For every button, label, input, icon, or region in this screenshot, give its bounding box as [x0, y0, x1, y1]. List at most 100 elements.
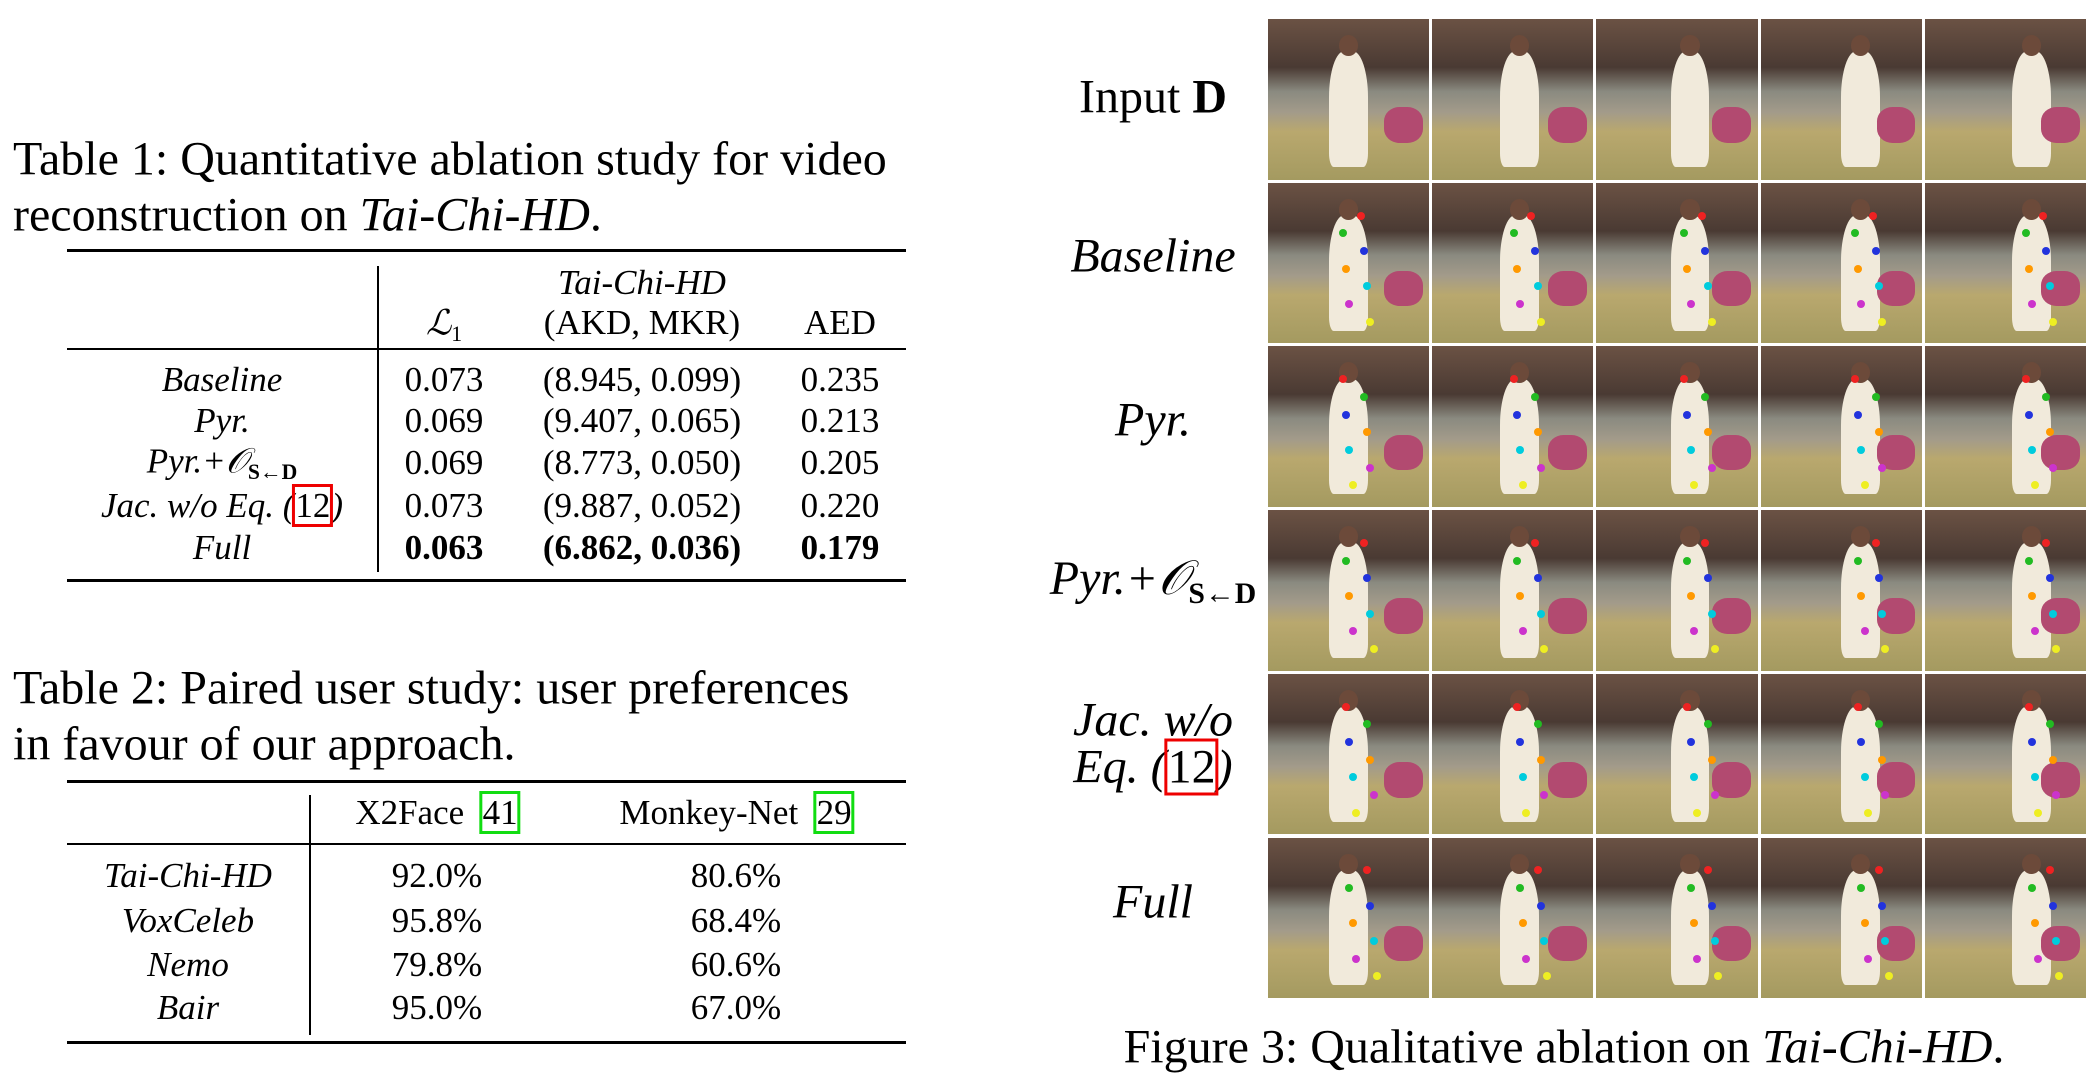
column-group: Tai-Chi-HD [558, 263, 726, 302]
cell: 0.179 [801, 528, 880, 568]
cell-value: (8.945, 0.099) [542, 360, 742, 399]
flowers [1548, 762, 1587, 798]
cell-value: 60.6% [690, 945, 782, 984]
subscript: 1 [451, 321, 463, 346]
keypoint [1871, 392, 1880, 401]
keypoint [2042, 539, 2051, 548]
keypoint [1363, 282, 1372, 291]
keypoint [1512, 264, 1521, 273]
keypoint [2055, 972, 2064, 981]
head [2021, 853, 2041, 875]
cell: 67.0% [691, 988, 781, 1028]
keypoint [1701, 539, 1710, 548]
math-symbol: D [1192, 70, 1227, 124]
cell: 0.063 [405, 528, 484, 568]
keypoint [1345, 446, 1354, 455]
keypoint [1369, 645, 1378, 654]
rule [67, 579, 906, 582]
video-frame [1924, 182, 2086, 344]
keypoint [1530, 539, 1539, 548]
cell: 60.6% [691, 945, 781, 985]
keypoint [1686, 592, 1695, 601]
flowers [2040, 925, 2080, 962]
keypoint [1683, 702, 1692, 711]
keypoint [1342, 556, 1351, 565]
keypoint [1512, 556, 1521, 565]
cell-value: 0.069 [404, 401, 484, 440]
keypoint [1710, 937, 1719, 946]
cell-value: 0.073 [404, 360, 484, 399]
keypoint [2048, 901, 2057, 910]
row-label: Baseline [1070, 229, 1236, 283]
caption: Table 1: Quantitative ablation study for… [13, 132, 887, 187]
caption-text: in favour of our approach. [13, 717, 516, 771]
person [1670, 705, 1710, 822]
flowers [1548, 925, 1587, 962]
cell: 0.220 [801, 486, 880, 526]
flowers [1712, 598, 1752, 634]
keypoint [1509, 375, 1518, 384]
flowers [1712, 925, 1752, 962]
keypoint [1366, 609, 1375, 618]
row-label: Pyr.+𝒪S←D [1050, 551, 1256, 611]
keypoint [1701, 392, 1710, 401]
video-frame [1760, 182, 1922, 344]
keypoint [1863, 808, 1872, 817]
keypoint [2021, 375, 2030, 384]
flowers [1712, 434, 1752, 471]
keypoint [2048, 317, 2057, 326]
row-label: Input [1079, 70, 1193, 124]
cell-value: 0.205 [800, 443, 880, 482]
keypoint [2027, 446, 2036, 455]
cell-value: 0.069 [404, 443, 484, 482]
video-frame [1432, 346, 1594, 508]
keypoint [1863, 954, 1872, 963]
person [2011, 51, 2051, 167]
caption-text: . [1992, 1020, 2005, 1074]
keypoint [1857, 299, 1866, 308]
flowers [1876, 271, 1916, 307]
keypoint [1689, 919, 1698, 928]
video-frame [1924, 837, 2086, 999]
flowers [1384, 762, 1423, 798]
cell-value: 0.213 [800, 401, 880, 440]
rule [309, 795, 311, 1035]
keypoint [1850, 375, 1859, 384]
keypoint [1884, 972, 1893, 981]
head [1680, 526, 1700, 548]
row-label: Jac. w/o Eq. (12) [100, 484, 343, 527]
keypoint [1707, 755, 1716, 764]
caption-text: Table 1: Quantitative ablation study for… [13, 132, 887, 186]
keypoint [1714, 972, 1723, 981]
cell: (8.945, 0.099) [543, 360, 741, 400]
keypoint [1693, 808, 1702, 817]
keypoint [1871, 246, 1880, 255]
citation: 12 [292, 484, 334, 527]
flowers [1876, 107, 1916, 143]
keypoint [1871, 539, 1880, 548]
keypoint [1878, 609, 1887, 618]
keypoint [1356, 211, 1365, 220]
keypoint [2042, 392, 2051, 401]
cell-value: 79.8% [391, 945, 483, 984]
keypoint [1704, 574, 1713, 583]
flowers [1384, 925, 1423, 962]
row-label: Baseline [162, 360, 283, 400]
person [2011, 214, 2051, 331]
cell: 0.235 [801, 360, 880, 400]
keypoint [1686, 884, 1695, 893]
keypoint [1530, 392, 1539, 401]
row-label: VoxCeleb [122, 901, 254, 941]
row-label: Full [1113, 875, 1193, 929]
cell: 68.4% [691, 901, 781, 941]
person [1329, 51, 1368, 167]
keypoint [2027, 299, 2036, 308]
keypoint [1854, 556, 1863, 565]
cell-value: (9.407, 0.065) [542, 401, 742, 440]
head [1850, 198, 1871, 220]
head [1850, 853, 1871, 875]
head [1509, 526, 1529, 548]
method: Jac. w/o Eq. ( [100, 486, 295, 525]
keypoint [1860, 481, 1869, 490]
keypoint [2039, 211, 2048, 220]
